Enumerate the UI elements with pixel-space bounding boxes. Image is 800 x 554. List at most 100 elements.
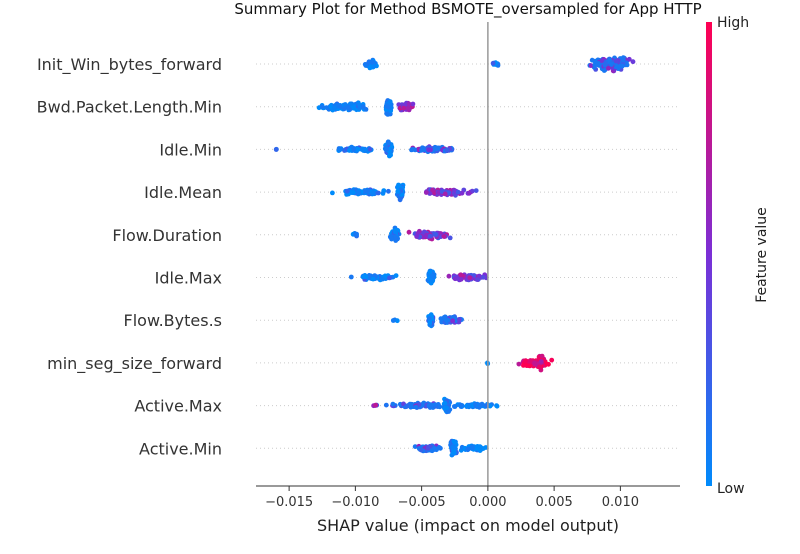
shap-point bbox=[447, 235, 453, 241]
shap-point bbox=[450, 318, 456, 324]
shap-point bbox=[606, 65, 611, 71]
shap-point bbox=[363, 274, 369, 280]
shap-point bbox=[365, 188, 370, 194]
feature-points bbox=[362, 55, 636, 74]
shap-point bbox=[452, 440, 458, 445]
shap-point bbox=[383, 402, 389, 408]
shap-point bbox=[352, 104, 358, 109]
shap-point bbox=[396, 102, 402, 107]
shap-point bbox=[432, 402, 438, 407]
shap-point bbox=[428, 277, 434, 283]
x-axis-title: SHAP value (impact on model output) bbox=[317, 516, 619, 535]
shap-point bbox=[357, 102, 362, 108]
shap-point bbox=[549, 357, 555, 363]
shap-point bbox=[426, 403, 432, 409]
feature-points bbox=[412, 438, 489, 458]
shap-point bbox=[473, 188, 479, 194]
feature-row: Idle.Mean bbox=[144, 183, 680, 202]
feature-row: Bwd.Packet.Length.Min bbox=[37, 98, 680, 117]
feature-points bbox=[485, 353, 555, 373]
shap-point bbox=[330, 190, 335, 196]
feature-label: Flow.Duration bbox=[112, 226, 222, 245]
shap-point bbox=[444, 148, 450, 153]
feature-points bbox=[390, 312, 464, 329]
shap-point bbox=[446, 409, 451, 414]
shap-point bbox=[427, 320, 433, 325]
shap-point bbox=[351, 147, 356, 152]
colorbar: High Low Feature value bbox=[706, 15, 770, 497]
shap-point bbox=[455, 189, 461, 195]
shap-point bbox=[516, 361, 522, 367]
shap-point bbox=[474, 277, 480, 282]
shap-point bbox=[389, 236, 394, 242]
shap-point bbox=[414, 233, 420, 239]
shap-point bbox=[467, 275, 473, 280]
shap-point bbox=[381, 188, 387, 194]
shap-point bbox=[626, 56, 632, 62]
shap-point bbox=[441, 234, 447, 240]
shap-point bbox=[458, 276, 464, 282]
x-tick-label: 0.005 bbox=[536, 495, 573, 510]
shap-point bbox=[387, 275, 392, 281]
shap-point bbox=[594, 62, 599, 67]
x-axis: −0.015 −0.010 −0.005 0.000 0.005 0.010 bbox=[256, 485, 680, 510]
shap-point bbox=[273, 147, 279, 152]
feature-points bbox=[316, 98, 416, 117]
shap-point bbox=[410, 101, 416, 107]
shap-point bbox=[621, 57, 626, 63]
shap-point bbox=[480, 274, 486, 280]
shap-point bbox=[395, 189, 401, 194]
shap-point bbox=[477, 403, 483, 409]
shap-point bbox=[466, 404, 472, 410]
x-tick-label: −0.005 bbox=[398, 495, 446, 510]
shap-point bbox=[477, 273, 482, 279]
shap-point bbox=[344, 188, 350, 194]
shap-point bbox=[324, 105, 329, 110]
colorbar-low-label: Low bbox=[717, 481, 745, 497]
feature-row: min_seg_size_forward bbox=[47, 354, 680, 374]
shap-point bbox=[428, 147, 433, 153]
shap-point bbox=[355, 146, 361, 152]
shap-point bbox=[384, 146, 390, 152]
shap-point bbox=[538, 359, 544, 364]
shap-point bbox=[446, 273, 452, 279]
shap-point bbox=[466, 190, 472, 196]
feature-label: Flow.Bytes.s bbox=[124, 311, 222, 330]
shap-point bbox=[442, 400, 448, 406]
feature-label: Active.Max bbox=[134, 397, 222, 416]
shap-point bbox=[412, 147, 418, 153]
shap-point bbox=[406, 101, 412, 107]
feature-row: Idle.Max bbox=[155, 269, 680, 288]
shap-point bbox=[470, 445, 476, 451]
shap-point bbox=[361, 148, 366, 153]
shap-point bbox=[458, 272, 464, 278]
shap-point bbox=[442, 191, 448, 197]
feature-points bbox=[330, 182, 479, 203]
shap-point bbox=[456, 317, 462, 322]
shap-point bbox=[601, 68, 607, 73]
shap-point bbox=[393, 234, 399, 240]
shap-point bbox=[408, 403, 414, 409]
shap-point bbox=[346, 148, 352, 153]
shap-point bbox=[434, 146, 439, 152]
shap-point bbox=[341, 106, 347, 112]
shap-point bbox=[413, 404, 419, 410]
shap-point bbox=[429, 273, 435, 279]
shap-point bbox=[432, 446, 438, 452]
shap-point bbox=[423, 190, 429, 195]
shap-point bbox=[427, 444, 433, 449]
shap-point bbox=[603, 60, 608, 66]
feature-row: Active.Min bbox=[139, 439, 680, 458]
x-tick-label: 0.010 bbox=[602, 495, 639, 510]
shap-point bbox=[350, 190, 356, 195]
shap-point bbox=[452, 404, 457, 409]
shap-point bbox=[393, 273, 399, 278]
shap-point bbox=[537, 364, 542, 370]
colorbar-high-label: High bbox=[717, 15, 749, 31]
shap-point bbox=[444, 405, 449, 411]
shap-point bbox=[337, 103, 343, 109]
shap-point bbox=[465, 447, 471, 453]
feature-rows: Init_Win_bytes_forward Bwd.Packet.Length.… bbox=[37, 55, 680, 458]
feature-label: Init_Win_bytes_forward bbox=[37, 55, 222, 75]
